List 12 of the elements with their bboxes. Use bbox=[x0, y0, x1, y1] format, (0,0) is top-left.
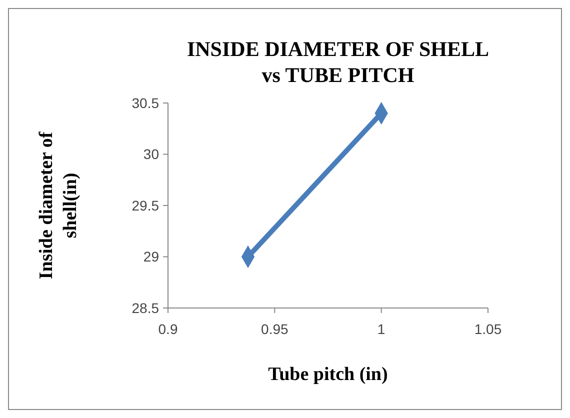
x-tick-label: 1 bbox=[377, 321, 386, 337]
y-tick-label: 28.5 bbox=[132, 300, 160, 316]
y-axis-title: Inside diameter of shell(in) bbox=[36, 131, 81, 280]
x-axis-title: Tube pitch (in) bbox=[268, 364, 388, 385]
chart-title: INSIDE DIAMETER OF SHELL vs TUBE PITCH bbox=[186, 37, 490, 87]
y-tick-label: 30 bbox=[143, 146, 160, 162]
x-tick-label: 0.9 bbox=[158, 321, 178, 337]
y-tick-label: 29.5 bbox=[132, 197, 160, 214]
y-tick-label: 29 bbox=[143, 248, 160, 265]
x-tick-label: 0.95 bbox=[261, 321, 289, 337]
x-tick-label: 1.05 bbox=[474, 321, 502, 337]
y-tick-label: 30.5 bbox=[132, 94, 160, 111]
